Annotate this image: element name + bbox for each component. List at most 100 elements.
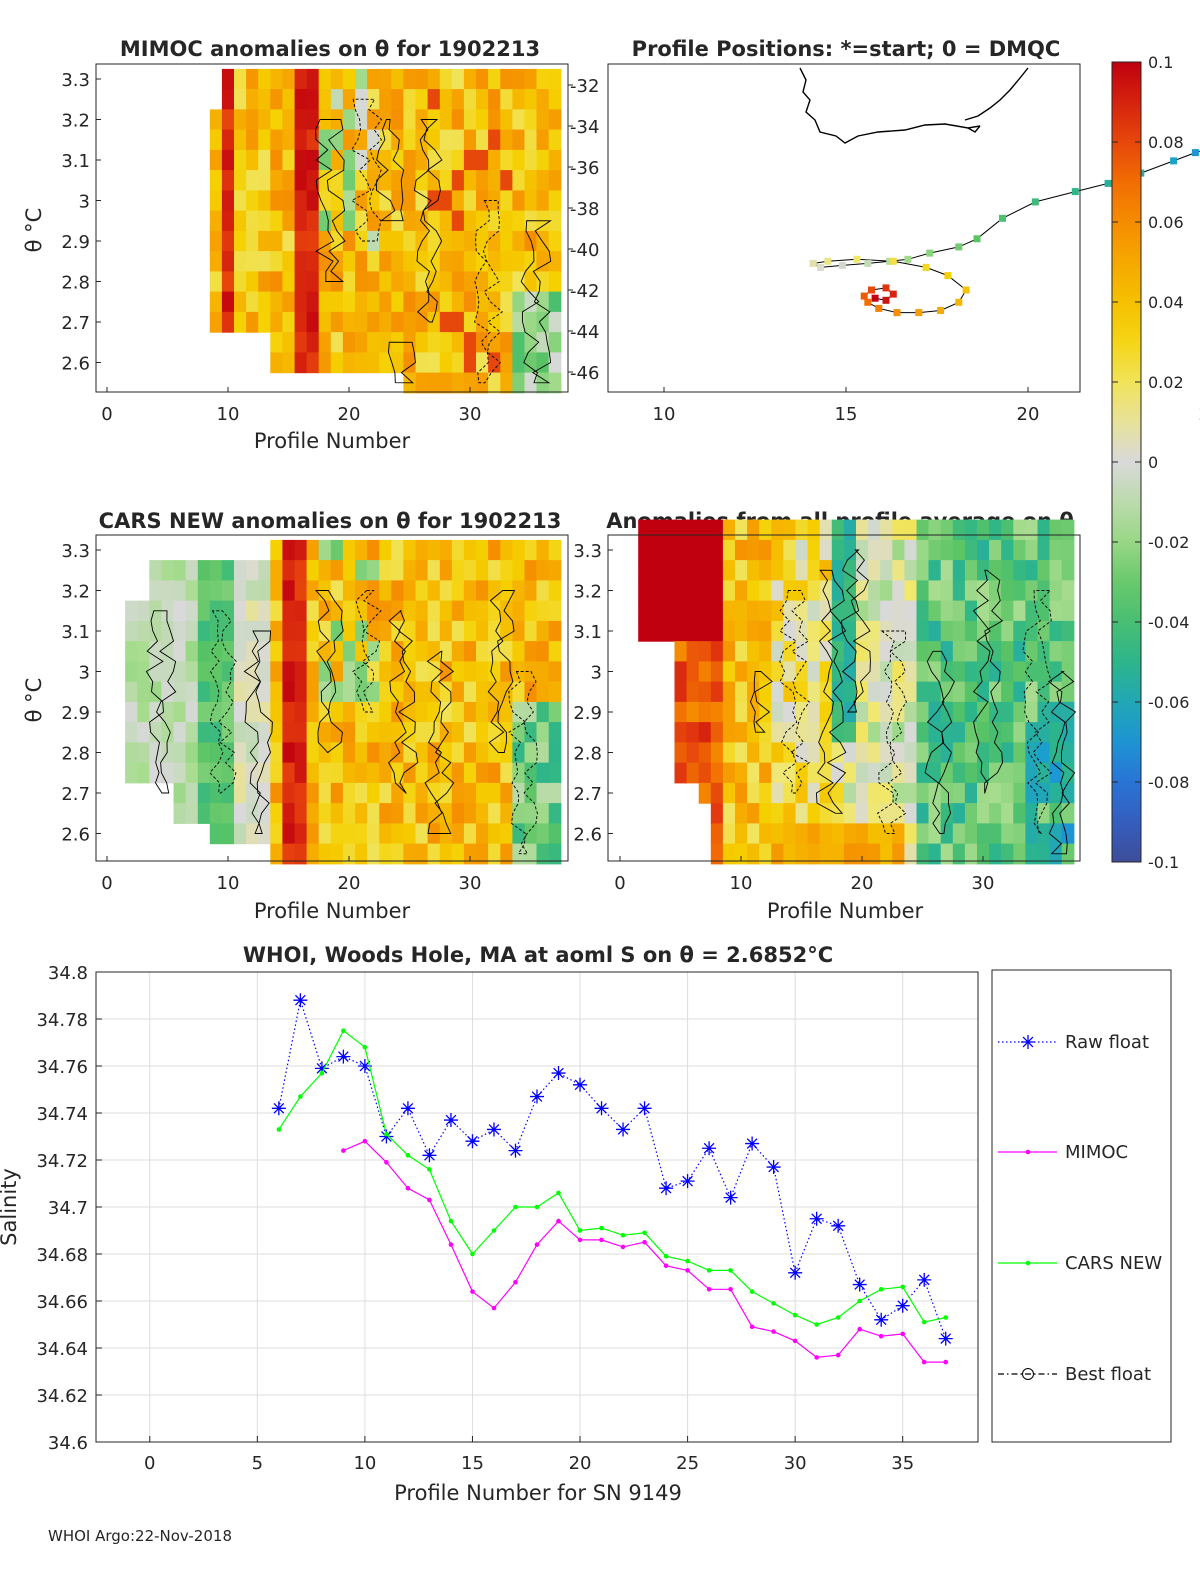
heatmap-cell bbox=[868, 620, 881, 642]
heatmap-cell bbox=[807, 560, 821, 581]
heatmap-cell bbox=[463, 843, 477, 865]
heatmap-cell bbox=[880, 539, 893, 561]
y-tick-label: -38 bbox=[570, 199, 599, 220]
heatmap-cell bbox=[1025, 519, 1039, 541]
heatmap-cell bbox=[880, 762, 893, 784]
heatmap-cell bbox=[819, 803, 833, 824]
heatmap-cell bbox=[952, 560, 966, 581]
heatmap-cell bbox=[524, 539, 538, 561]
heatmap-cell bbox=[989, 519, 1002, 541]
salinity-chart: WHOI, Woods Hole, MA at aoml S on θ = 2.… bbox=[0, 943, 1172, 1505]
data-point-raw-float bbox=[766, 1160, 781, 1175]
heatmap-cell bbox=[1037, 681, 1051, 703]
heatmap-cell bbox=[415, 251, 429, 272]
heatmap-cell bbox=[892, 641, 905, 662]
data-point-raw-float bbox=[293, 993, 308, 1008]
profile-position-marker bbox=[882, 284, 890, 292]
heatmap-cell bbox=[831, 560, 845, 581]
heatmap-cell bbox=[282, 681, 296, 703]
heatmap-cell bbox=[270, 149, 283, 171]
heatmap-cell bbox=[391, 539, 404, 561]
heatmap-cell bbox=[234, 68, 247, 90]
heatmap-cell bbox=[868, 661, 881, 683]
heatmap-cell bbox=[209, 210, 223, 232]
heatmap-cell bbox=[1025, 681, 1039, 703]
heatmap-cell bbox=[500, 311, 513, 333]
heatmap-cell bbox=[747, 803, 760, 824]
heatmap-cell bbox=[403, 843, 417, 865]
heatmap-cell bbox=[747, 742, 760, 764]
heatmap-cell bbox=[964, 600, 978, 622]
heatmap-cell bbox=[306, 681, 320, 703]
heatmap-cell bbox=[403, 661, 417, 683]
data-point-cars-new bbox=[448, 1218, 454, 1224]
heatmap-cell bbox=[294, 560, 308, 581]
heatmap-cell bbox=[185, 600, 199, 622]
heatmap-cell bbox=[892, 681, 905, 703]
x-tick-label: 0 bbox=[144, 1453, 155, 1474]
heatmap-cell bbox=[463, 681, 477, 703]
heatmap-cell bbox=[916, 701, 930, 723]
heatmap-cell bbox=[330, 560, 344, 581]
heatmap-cell bbox=[892, 823, 905, 845]
heatmap-cell bbox=[342, 661, 356, 683]
heatmap-cell bbox=[1037, 701, 1051, 723]
legend-entry-best-float: Best float bbox=[998, 1364, 1151, 1385]
heatmap-cell bbox=[698, 641, 712, 662]
heatmap-cell bbox=[783, 600, 797, 622]
heatmap-cell bbox=[512, 230, 526, 252]
heatmap-cell bbox=[318, 210, 332, 232]
heatmap-cell bbox=[330, 803, 344, 824]
heatmap-cell bbox=[355, 560, 368, 581]
x-tick-label: 0 bbox=[101, 404, 112, 425]
heatmap-cell bbox=[451, 170, 465, 191]
data-point-mimoc bbox=[792, 1338, 798, 1344]
heatmap-cell bbox=[258, 722, 271, 743]
heatmap-cell bbox=[463, 170, 477, 191]
heatmap-cell bbox=[463, 701, 477, 723]
data-point-mimoc bbox=[728, 1287, 733, 1292]
heatmap-cell bbox=[294, 843, 308, 865]
heatmap-cell bbox=[258, 190, 271, 212]
heatmap-cell bbox=[904, 620, 918, 642]
heatmap-cell bbox=[843, 762, 857, 784]
heatmap-cell bbox=[463, 661, 477, 683]
heatmap-cell bbox=[258, 109, 271, 131]
y-tick-label: 34.72 bbox=[36, 1151, 88, 1172]
profile-position-marker bbox=[864, 298, 872, 306]
heatmap-cell bbox=[512, 701, 526, 723]
heatmap-cell bbox=[989, 843, 1002, 865]
heatmap-cell bbox=[771, 803, 784, 824]
heatmap-cell bbox=[710, 701, 724, 723]
heatmap-cell bbox=[1049, 661, 1063, 683]
contour-line bbox=[520, 220, 552, 384]
heatmap-cell bbox=[722, 661, 736, 683]
heatmap-cell bbox=[355, 190, 368, 212]
heatmap-cell bbox=[294, 600, 308, 622]
heatmap-cell bbox=[892, 803, 905, 824]
heatmap-cell bbox=[209, 560, 223, 581]
heatmap-cell bbox=[439, 701, 453, 723]
heatmap-cell bbox=[488, 803, 501, 824]
heatmap-cell bbox=[500, 661, 513, 683]
heatmap-cell bbox=[928, 661, 942, 683]
heatmap-cell bbox=[415, 539, 429, 561]
heatmap-cell bbox=[916, 641, 930, 662]
profile-position-marker bbox=[926, 249, 934, 257]
heatmap-cell bbox=[403, 742, 417, 764]
heatmap-cell bbox=[686, 519, 700, 541]
heatmap-cell bbox=[536, 539, 550, 561]
heatmap-cell bbox=[246, 580, 259, 602]
heatmap-cell bbox=[1013, 681, 1026, 703]
contour-line bbox=[209, 610, 237, 794]
heatmap-cell bbox=[330, 661, 344, 683]
heatmap-cell bbox=[500, 539, 513, 561]
heatmap-cell bbox=[282, 641, 296, 662]
heatmap-cell bbox=[161, 560, 175, 581]
heatmap-cell bbox=[403, 149, 417, 171]
data-point-mimoc bbox=[900, 1331, 905, 1337]
x-tick-label: 30 bbox=[784, 1453, 807, 1474]
heatmap-cell bbox=[282, 129, 296, 151]
heatmap-cell bbox=[270, 701, 283, 723]
heatmap-cell bbox=[698, 600, 712, 622]
